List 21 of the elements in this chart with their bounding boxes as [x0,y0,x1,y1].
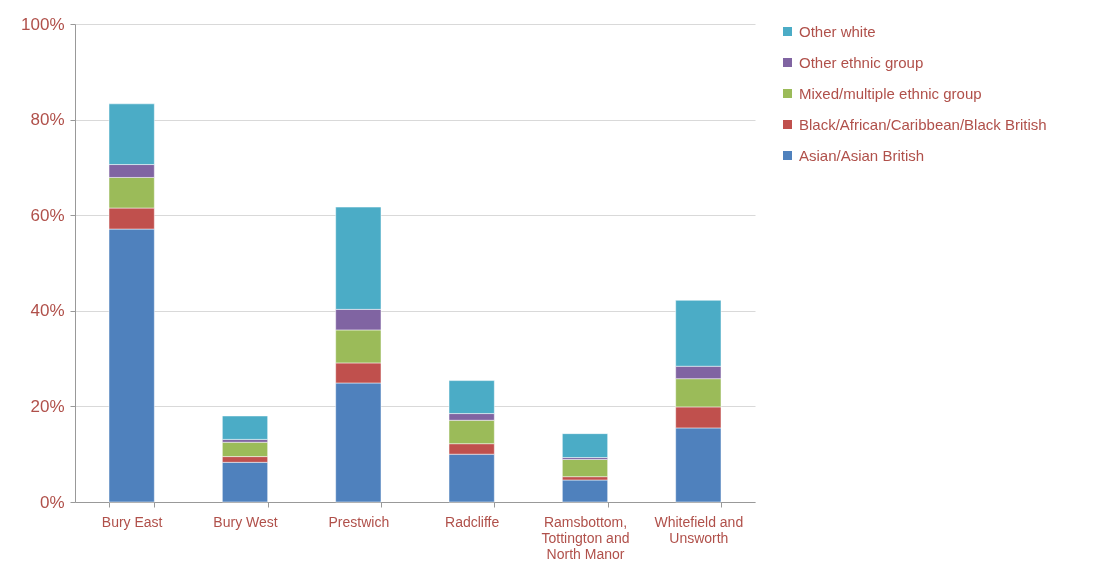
y-tick-label: 80% [30,110,65,130]
bar [562,479,608,503]
bar [562,433,608,458]
x-tick-label: Radcliffe [445,513,500,530]
x-tick-label: Prestwich [328,513,390,530]
legend-label: Mixed/multiple ethnic group [799,84,982,102]
legend-label: Black/African/Caribbean/Black British [799,115,1047,133]
x-tick-label: Bury West [213,513,278,530]
bar [222,415,268,440]
x-tick-label: Whitefield and Unsworth [654,513,744,546]
y-tick-label: 40% [30,301,65,321]
x-tick-label: Bury East [101,513,163,530]
legend-label: Asian/Asian British [799,146,925,164]
legend-label: Other white [799,22,876,40]
y-tick-label: 0% [39,492,65,512]
y-tick-label: 20% [30,396,65,416]
y-tick-label: 60% [30,205,65,225]
x-tick-label: Ramsbottom, Tottington and North Manor [541,513,630,562]
legend-label: Other ethnic group [799,53,924,71]
y-tick-label: 100% [21,14,65,34]
bar [562,459,608,477]
